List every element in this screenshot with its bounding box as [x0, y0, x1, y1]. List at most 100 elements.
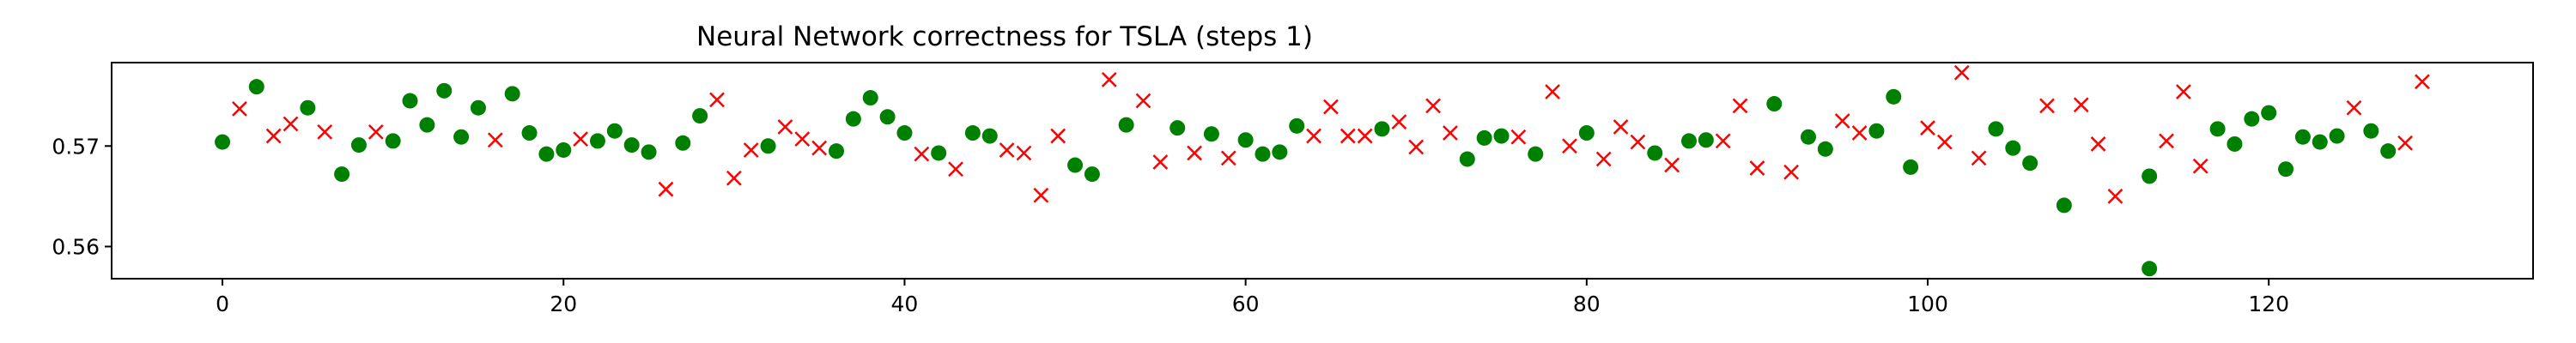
x-tick-label: 20 — [550, 292, 577, 316]
incorrect-point — [999, 142, 1015, 158]
correct-point — [1886, 88, 1902, 105]
incorrect-point — [1152, 154, 1169, 170]
correct-point — [1578, 125, 1595, 141]
correct-point — [1374, 121, 1390, 137]
y-axis: 0.56 0.57 — [52, 134, 112, 259]
correct-point — [981, 128, 998, 144]
correct-point — [2227, 135, 2243, 152]
correct-point — [641, 144, 657, 160]
incorrect-point — [2415, 74, 2430, 90]
correct-point — [1255, 146, 1271, 162]
correct-point — [760, 138, 776, 154]
incorrect-point — [2159, 133, 2174, 149]
correct-point — [402, 93, 418, 109]
correct-point — [1817, 141, 1833, 157]
correct-point — [385, 133, 401, 149]
incorrect-point — [743, 142, 759, 158]
incorrect-point — [1732, 98, 1748, 114]
correct-point — [1766, 96, 1783, 112]
x-tick-label: 80 — [1573, 292, 1601, 316]
incorrect-point — [1425, 98, 1441, 114]
correct-point — [215, 134, 231, 150]
correct-point — [1067, 157, 1084, 173]
correct-point — [350, 137, 367, 153]
incorrect-point — [2039, 98, 2055, 114]
correct-point — [504, 86, 520, 102]
correct-point — [248, 79, 264, 95]
incorrect-point — [283, 116, 299, 132]
chart-title: Neural Network correctness for TSLA (ste… — [696, 21, 1313, 52]
correct-point — [2329, 128, 2345, 144]
incorrect-point — [1545, 84, 1560, 99]
incorrect-point — [487, 132, 503, 148]
incorrect-point — [232, 101, 247, 117]
incorrect-point — [2090, 136, 2106, 152]
incorrect-point — [1562, 138, 1577, 154]
incorrect-point — [368, 123, 384, 140]
incorrect-point — [1408, 139, 1425, 155]
incorrect-point — [1971, 150, 1987, 166]
correct-point — [2005, 140, 2021, 156]
incorrect-point — [1391, 114, 1407, 130]
incorrect-point — [1101, 72, 1117, 87]
incorrect-point — [2192, 158, 2208, 174]
incorrect-point — [1220, 150, 1236, 166]
incorrect-point — [1630, 134, 1646, 150]
incorrect-point — [1595, 151, 1612, 167]
correct-point — [436, 82, 453, 99]
incorrect-point — [1936, 134, 1953, 150]
correct-point — [1800, 129, 1816, 145]
correct-point — [556, 141, 572, 158]
correct-point — [1459, 151, 1475, 167]
incorrect-point — [265, 128, 282, 144]
data-points — [215, 64, 2430, 277]
correct-point — [931, 145, 947, 161]
correct-point — [2312, 134, 2328, 150]
y-tick-label: 0.57 — [52, 134, 100, 159]
incorrect-point — [1920, 120, 1935, 136]
correct-point — [1903, 159, 1919, 175]
incorrect-point — [573, 131, 589, 147]
correct-point — [879, 109, 896, 125]
correct-point — [2142, 261, 2158, 277]
y-tick-label: 0.56 — [52, 234, 100, 259]
correct-point — [1203, 126, 1219, 142]
correct-point — [453, 129, 470, 145]
correct-point — [2056, 197, 2072, 214]
incorrect-point — [2176, 84, 2191, 99]
correct-point — [829, 143, 845, 159]
correct-point — [1237, 132, 1254, 148]
correct-point — [1170, 120, 1186, 136]
incorrect-point — [1050, 128, 1066, 144]
incorrect-point — [2346, 99, 2362, 116]
incorrect-point — [726, 170, 742, 186]
correct-point — [1528, 146, 1544, 162]
correct-point — [845, 111, 861, 127]
correct-point — [419, 117, 435, 133]
incorrect-point — [2397, 135, 2413, 151]
correct-point — [1493, 128, 1510, 144]
correct-point — [964, 125, 981, 141]
correct-point — [692, 108, 708, 124]
incorrect-point — [1306, 128, 1321, 144]
incorrect-point — [1135, 93, 1151, 109]
correct-point — [521, 125, 538, 141]
incorrect-point — [794, 131, 811, 147]
incorrect-point — [1715, 133, 1731, 149]
correct-point — [2244, 111, 2260, 127]
incorrect-point — [1953, 64, 1970, 81]
incorrect-point — [777, 119, 793, 135]
correct-point — [300, 99, 316, 116]
incorrect-point — [658, 181, 674, 197]
incorrect-point — [1323, 99, 1339, 115]
plot-area — [111, 62, 2534, 280]
x-tick-label: 100 — [1907, 292, 1948, 316]
incorrect-point — [1357, 128, 1373, 144]
incorrect-point — [1510, 129, 1527, 145]
x-tick-label: 40 — [891, 292, 919, 316]
correct-point — [1698, 132, 1714, 148]
correct-point — [1289, 117, 1305, 134]
incorrect-point — [1783, 164, 1800, 180]
correct-point — [2380, 143, 2397, 159]
